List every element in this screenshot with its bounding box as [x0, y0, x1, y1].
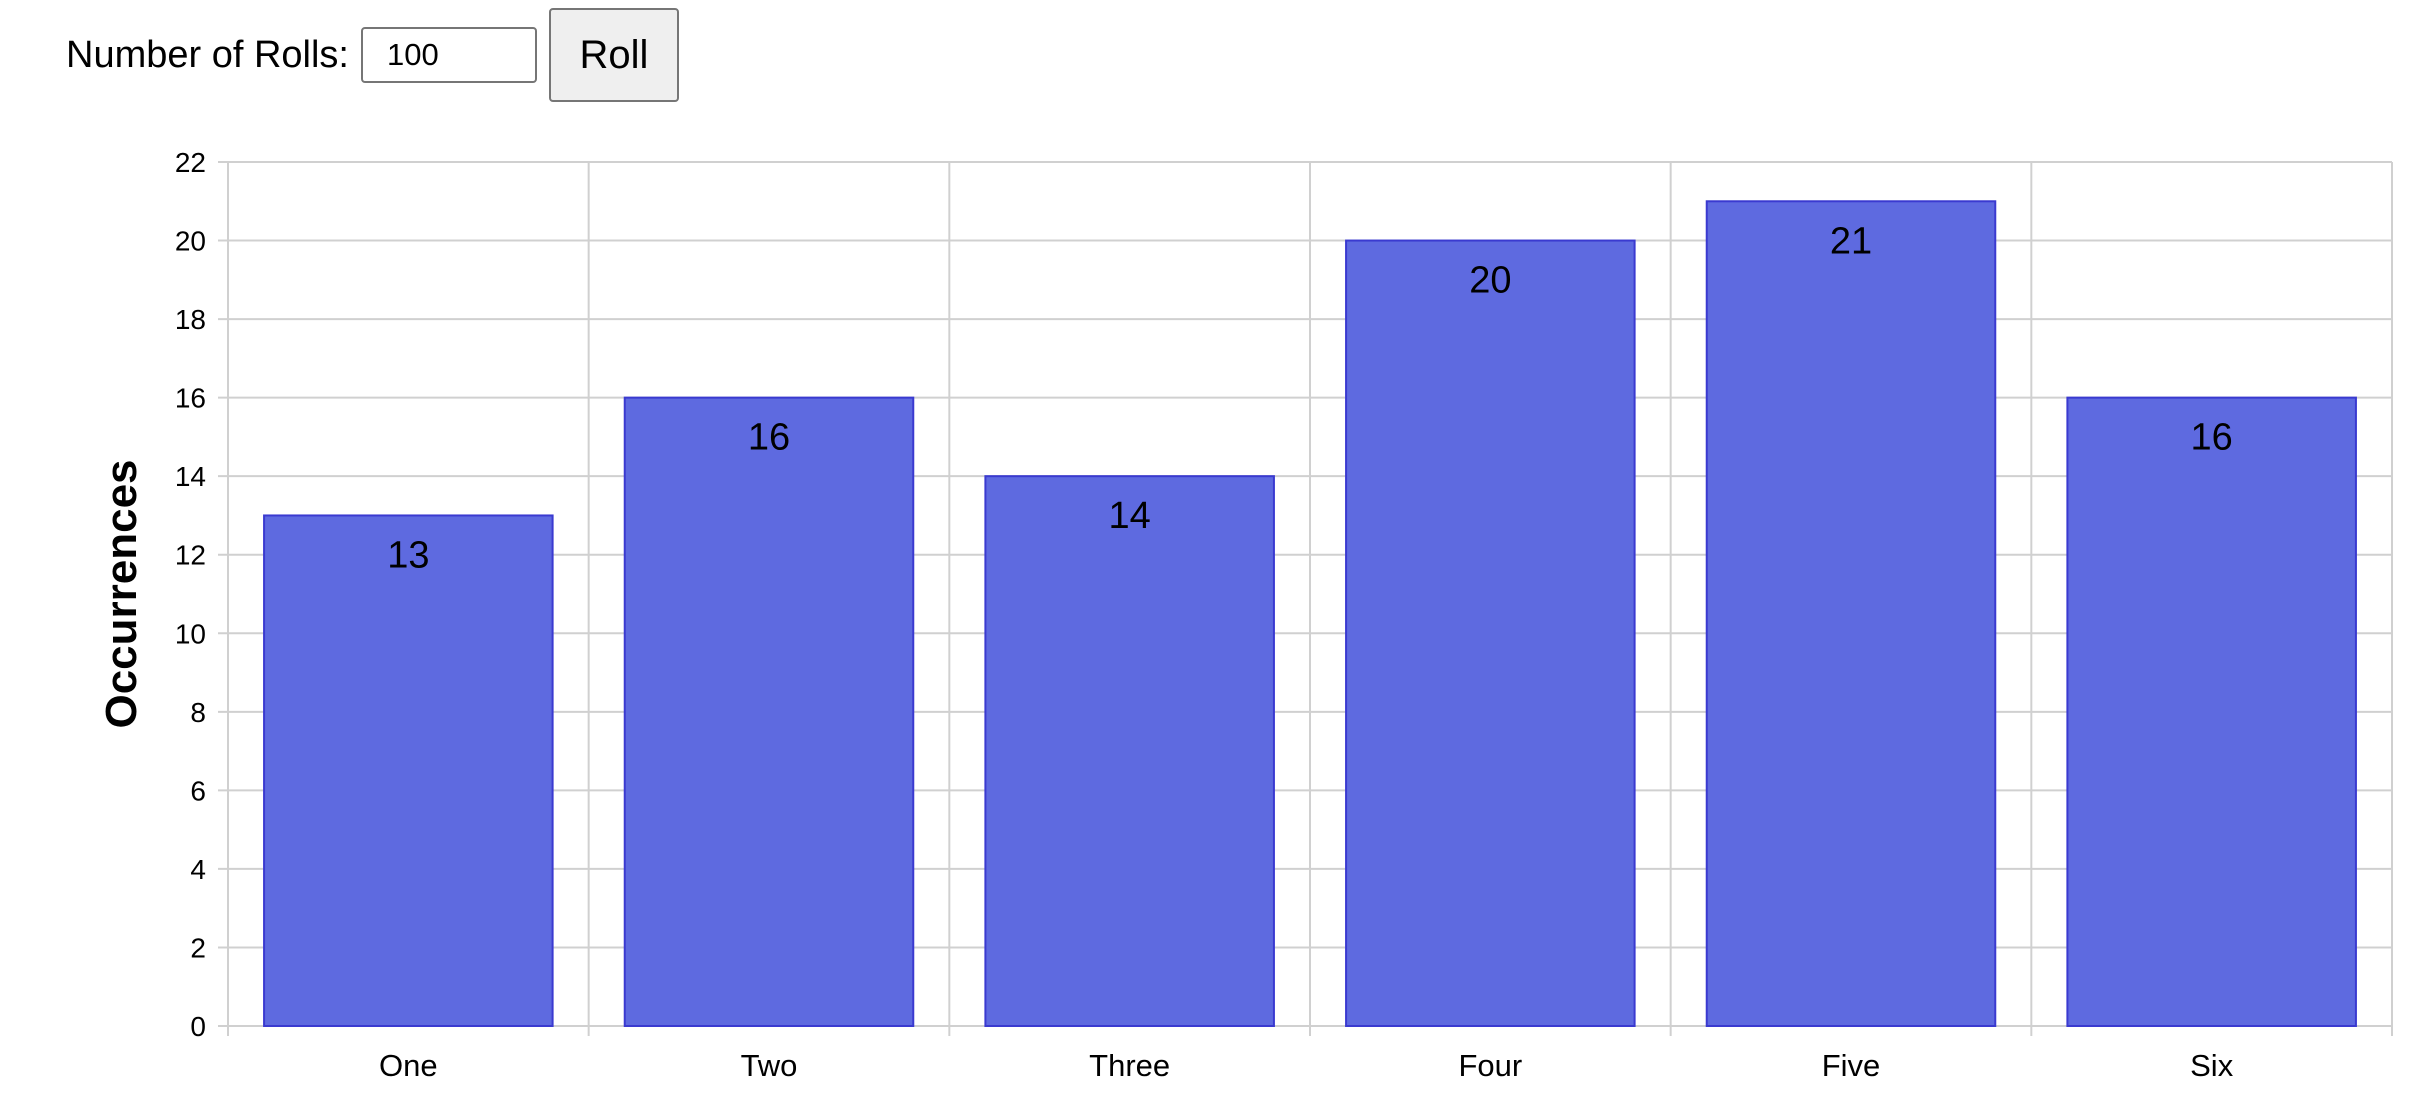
rolls-label: Number of Rolls: [66, 33, 349, 76]
y-axis-label: Occurrences [97, 459, 146, 728]
x-tick-label: One [379, 1048, 438, 1083]
data-label: 21 [1830, 220, 1872, 262]
y-tick-label: 14 [175, 461, 206, 492]
y-tick-label: 16 [175, 383, 206, 414]
y-tick-label: 8 [190, 697, 206, 728]
y-tick-label: 12 [175, 540, 206, 571]
y-tick-label: 4 [190, 854, 206, 885]
x-tick-label: Six [2190, 1048, 2234, 1083]
y-tick-label: 10 [175, 618, 206, 649]
roll-button[interactable]: Roll [548, 8, 679, 102]
bar-six [2066, 396, 2357, 1027]
bar-two [623, 396, 915, 1027]
y-tick-label: 22 [175, 147, 206, 178]
data-label: 13 [387, 534, 429, 576]
bar-four [1345, 239, 1636, 1027]
rolls-input[interactable] [360, 27, 537, 83]
bar-three [984, 475, 1275, 1027]
y-tick-label: 20 [175, 226, 206, 257]
data-label: 14 [1109, 495, 1151, 537]
x-tick-label: Five [1822, 1048, 1881, 1083]
bar-one [263, 514, 554, 1027]
y-tick-label: 2 [190, 932, 206, 963]
y-tick-label: 6 [190, 775, 206, 806]
x-tick-label: Two [741, 1048, 798, 1083]
y-tick-label: 0 [190, 1011, 206, 1042]
x-tick-label: Three [1089, 1048, 1170, 1083]
roll-controls: Number of Rolls: Roll [66, 8, 679, 102]
data-label: 16 [748, 417, 790, 459]
y-tick-label: 18 [175, 304, 206, 335]
x-tick-label: Four [1458, 1048, 1522, 1083]
bar-five [1705, 200, 1997, 1028]
data-label: 16 [2191, 417, 2233, 459]
data-label: 20 [1469, 260, 1511, 302]
